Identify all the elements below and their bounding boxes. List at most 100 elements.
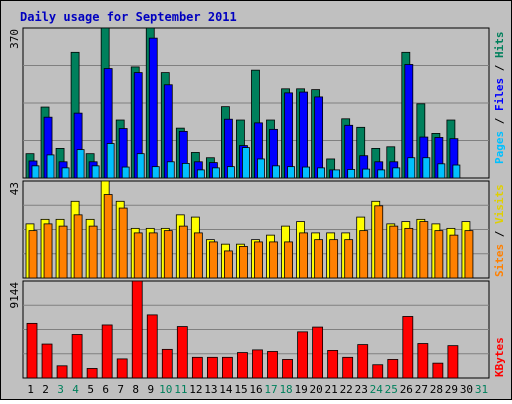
day-label-2: 2 — [42, 383, 49, 396]
bar-kbytes-day-19 — [297, 331, 308, 379]
day-label-16: 16 — [249, 383, 262, 396]
day-label-28: 28 — [430, 383, 443, 396]
day-label-30: 30 — [460, 383, 473, 396]
bars — [25, 27, 474, 379]
day-label-13: 13 — [204, 383, 217, 396]
day-label-20: 20 — [310, 383, 323, 396]
bar-sites-day-22 — [344, 239, 354, 279]
legend-kbytes: KBytes — [493, 337, 506, 377]
bar-pages-day-1 — [31, 165, 40, 179]
bar-kbytes-day-27 — [417, 343, 429, 379]
legend-sites-visits: Sites / Visits — [493, 184, 506, 277]
bar-sites-day-10 — [163, 230, 173, 279]
bar-pages-day-20 — [317, 167, 326, 179]
bar-files-day-18 — [284, 92, 293, 179]
bar-kbytes-day-29 — [447, 345, 459, 379]
bar-kbytes-day-14 — [222, 356, 233, 379]
bar-pages-day-27 — [422, 157, 431, 179]
bar-sites-day-20 — [314, 239, 324, 279]
bar-pages-day-29 — [452, 164, 461, 179]
bar-files-day-9 — [148, 37, 158, 179]
day-label-17: 17 — [264, 383, 277, 396]
bar-kbytes-day-21 — [327, 350, 339, 379]
bar-sites-day-30 — [464, 230, 474, 279]
legend-pages: Pages — [493, 131, 506, 164]
bar-sites-day-11 — [178, 225, 188, 279]
day-label-4: 4 — [72, 383, 79, 396]
bar-sites-day-6 — [103, 194, 113, 279]
day-axis-labels: 1 2 3 4 5 6 7 8 9 10 11 12 13 14 15 16 17 18 19 20 21 22 23 24 2… — [27, 383, 488, 396]
bar-kbytes-day-5 — [86, 368, 98, 379]
bar-sites-day-5 — [88, 225, 98, 279]
bar-pages-day-24 — [377, 169, 386, 179]
bar-files-day-19 — [299, 91, 308, 179]
bar-pages-day-18 — [287, 166, 295, 179]
bar-kbytes-day-4 — [71, 334, 83, 379]
day-label-6: 6 — [102, 383, 109, 396]
legend-hits-files-pages: Pages / Files / Hits — [493, 32, 506, 165]
bar-kbytes-day-6 — [101, 324, 113, 379]
bar-pages-day-14 — [227, 166, 235, 179]
bar-sites-day-15 — [239, 246, 248, 279]
day-label-8: 8 — [132, 383, 139, 396]
bar-sites-day-28 — [434, 230, 444, 279]
bar-pages-day-6 — [106, 143, 115, 179]
bar-sites-day-12 — [193, 232, 203, 279]
bar-pages-day-9 — [151, 166, 160, 179]
bar-pages-day-23 — [362, 168, 371, 179]
bar-sites-day-19 — [299, 232, 308, 279]
day-label-21: 21 — [325, 383, 338, 396]
bar-sites-day-13 — [208, 241, 218, 279]
day-label-27: 27 — [415, 383, 428, 396]
bar-kbytes-day-13 — [206, 356, 218, 379]
day-label-14: 14 — [219, 383, 233, 396]
bar-kbytes-day-11 — [176, 326, 188, 379]
bar-sites-day-26 — [404, 227, 414, 279]
bar-sites-day-8 — [133, 232, 143, 279]
bar-kbytes-day-20 — [312, 326, 324, 379]
day-label-26: 26 — [400, 383, 413, 396]
bar-pages-day-13 — [211, 167, 220, 179]
bar-pages-day-7 — [121, 166, 130, 179]
bar-kbytes-day-24 — [372, 364, 384, 379]
bar-pages-day-22 — [347, 169, 356, 179]
bar-kbytes-day-26 — [402, 316, 414, 379]
day-label-24: 24 — [370, 383, 384, 396]
bar-kbytes-day-8 — [131, 280, 143, 379]
bar-pages-day-28 — [437, 163, 446, 179]
day-label-7: 7 — [117, 383, 124, 396]
bar-sites-day-27 — [419, 221, 429, 279]
bar-kbytes-day-12 — [191, 356, 203, 379]
visits-ymax-label: 43 — [8, 182, 21, 195]
bar-pages-day-3 — [61, 167, 70, 179]
bar-pages-day-12 — [196, 169, 205, 179]
bar-kbytes-day-16 — [252, 349, 263, 379]
day-label-12: 12 — [189, 383, 202, 396]
day-label-3: 3 — [57, 383, 64, 396]
bar-pages-day-17 — [272, 165, 280, 179]
bar-pages-day-11 — [181, 163, 190, 179]
bar-pages-day-26 — [407, 157, 416, 179]
bar-kbytes-day-22 — [342, 356, 354, 379]
day-label-29: 29 — [445, 383, 458, 396]
bar-kbytes-day-10 — [161, 348, 173, 379]
bar-sites-day-16 — [254, 241, 263, 279]
legend-hits: Hits — [493, 32, 506, 59]
bar-pages-day-5 — [91, 165, 100, 179]
legend-sep-3: / — [493, 224, 506, 244]
legend-visits: Visits — [493, 184, 506, 224]
day-label-23: 23 — [355, 383, 368, 396]
bar-pages-day-10 — [166, 161, 175, 179]
bar-sites-day-29 — [449, 234, 459, 279]
bar-sites-day-1 — [28, 230, 38, 279]
day-label-11: 11 — [174, 383, 187, 396]
bar-pages-day-4 — [76, 149, 85, 179]
day-label-25: 25 — [385, 383, 398, 396]
day-label-15: 15 — [234, 383, 247, 396]
bar-sites-day-18 — [284, 241, 293, 279]
bar-sites-day-2 — [43, 223, 53, 279]
bar-sites-day-25 — [389, 225, 399, 279]
day-label-10: 10 — [159, 383, 172, 396]
